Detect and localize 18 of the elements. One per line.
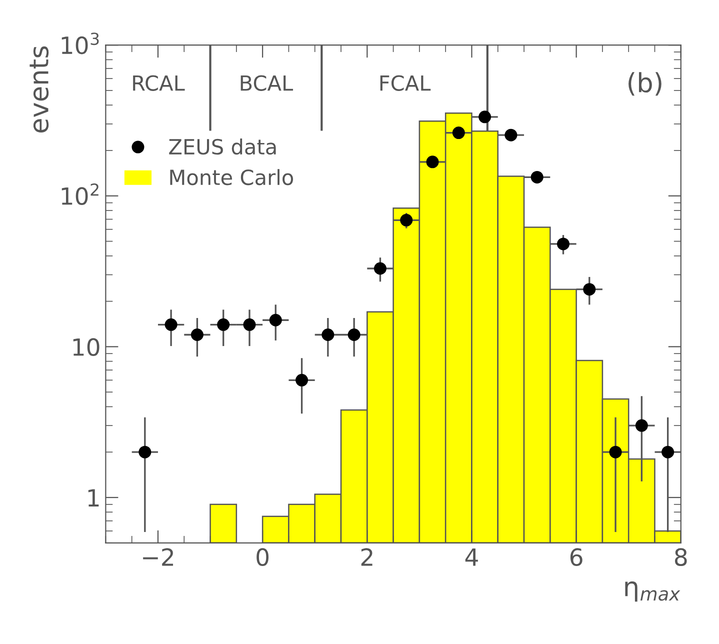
y-tick-label: 1	[88, 489, 99, 506]
legend-label: Monte Carlo	[170, 169, 293, 186]
x-axis-title: η$_{max}$	[625, 581, 680, 602]
x-tick-label: −2	[143, 548, 174, 566]
y-tick-label: 10	[73, 338, 100, 356]
x-tick-label: 0	[256, 548, 269, 566]
annotation: FCAL	[380, 75, 431, 91]
x-tick-label: 6	[570, 548, 582, 566]
annotation: (b)	[628, 72, 662, 96]
annotation: BCAL	[240, 75, 294, 91]
x-tick-label: 8	[674, 548, 687, 566]
y-axis-title: events	[30, 46, 49, 133]
x-tick-label: 4	[465, 548, 478, 566]
legend-label: ZEUS data	[169, 138, 276, 155]
annotation: RCAL	[133, 75, 185, 91]
x-tick-label: 2	[361, 548, 372, 566]
y-tick-label: 10$^{3}$	[62, 32, 99, 54]
y-tick-label: 10$^{2}$	[62, 183, 98, 206]
